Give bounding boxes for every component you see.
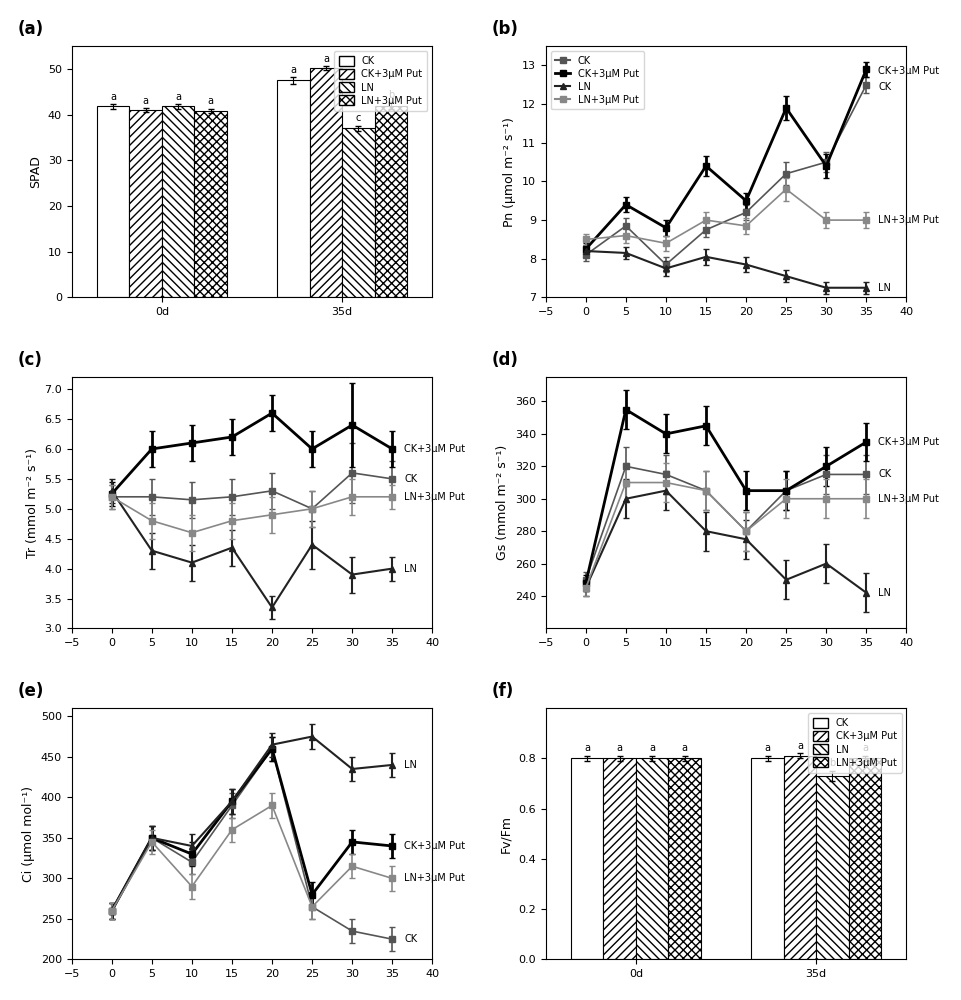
Text: LN+3μM Put: LN+3μM Put [877, 494, 938, 504]
Bar [277, 80, 309, 297]
Y-axis label: SPAD: SPAD [29, 155, 42, 188]
Text: LN: LN [404, 760, 417, 770]
Text: a: a [175, 92, 181, 102]
Y-axis label: Tr (mmol m⁻² s⁻¹): Tr (mmol m⁻² s⁻¹) [26, 448, 38, 558]
Text: a: a [861, 743, 867, 753]
Legend: CK, CK+3μM Put, LN, LN+3μM Put: CK, CK+3μM Put, LN, LN+3μM Put [550, 51, 643, 109]
Text: LN: LN [404, 564, 417, 574]
Text: a: a [142, 96, 148, 106]
Text: (d): (d) [491, 351, 518, 369]
Text: a: a [681, 743, 687, 753]
Text: LN+3μM Put: LN+3μM Put [404, 873, 465, 883]
Text: b: b [387, 90, 394, 100]
Text: c: c [356, 113, 360, 123]
Text: a: a [323, 54, 329, 64]
Text: (f): (f) [491, 682, 513, 700]
Bar [668, 758, 700, 959]
Y-axis label: Gs (mmol m⁻² s⁻¹): Gs (mmol m⁻² s⁻¹) [496, 445, 508, 560]
Text: a: a [796, 741, 802, 751]
Bar [194, 111, 227, 297]
Text: LN+3μM Put: LN+3μM Put [404, 492, 465, 502]
Bar [374, 106, 407, 297]
Text: CK: CK [877, 82, 891, 92]
Text: (a): (a) [17, 20, 43, 38]
Text: b: b [828, 758, 835, 768]
Text: CK: CK [404, 474, 417, 484]
Bar [751, 758, 783, 959]
Y-axis label: Pn (μmol m⁻² s⁻¹): Pn (μmol m⁻² s⁻¹) [503, 117, 516, 227]
Bar [571, 758, 603, 959]
Bar [603, 758, 635, 959]
Text: CK+3μM Put: CK+3μM Put [404, 444, 465, 454]
Bar [815, 776, 848, 959]
Y-axis label: Ci (μmol mol⁻¹): Ci (μmol mol⁻¹) [22, 786, 36, 882]
Text: a: a [110, 92, 116, 102]
Bar [635, 758, 668, 959]
Y-axis label: Fv/Fm: Fv/Fm [499, 815, 512, 853]
Bar [97, 106, 129, 297]
Text: a: a [764, 743, 770, 753]
Bar [848, 758, 880, 959]
Text: a: a [649, 743, 654, 753]
Bar [342, 128, 374, 297]
Text: LN: LN [877, 588, 890, 598]
Text: CK+3μM Put: CK+3μM Put [404, 841, 465, 851]
Legend: CK, CK+3μM Put, LN, LN+3μM Put: CK, CK+3μM Put, LN, LN+3μM Put [807, 713, 900, 773]
Text: a: a [208, 96, 213, 106]
Bar [161, 106, 194, 297]
Bar [129, 110, 161, 297]
Text: (b): (b) [491, 20, 518, 38]
Text: LN+3μM Put: LN+3μM Put [877, 215, 938, 225]
Text: CK: CK [877, 469, 891, 479]
Text: (c): (c) [17, 351, 42, 369]
Text: CK+3μM Put: CK+3μM Put [877, 437, 939, 447]
Bar [309, 68, 342, 297]
Text: (e): (e) [17, 682, 44, 700]
Text: LN: LN [877, 283, 890, 293]
Text: CK+3μM Put: CK+3μM Put [877, 66, 939, 76]
Text: a: a [583, 743, 590, 753]
Text: CK: CK [404, 934, 417, 944]
Text: a: a [616, 743, 622, 753]
Legend: CK, CK+3μM Put, LN, LN+3μM Put: CK, CK+3μM Put, LN, LN+3μM Put [333, 51, 427, 111]
Bar [783, 756, 815, 959]
Text: a: a [290, 65, 296, 75]
